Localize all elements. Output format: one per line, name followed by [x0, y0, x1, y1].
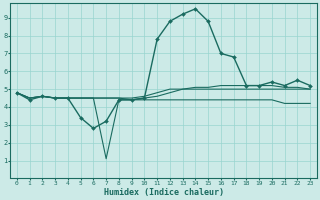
X-axis label: Humidex (Indice chaleur): Humidex (Indice chaleur)	[103, 188, 223, 197]
